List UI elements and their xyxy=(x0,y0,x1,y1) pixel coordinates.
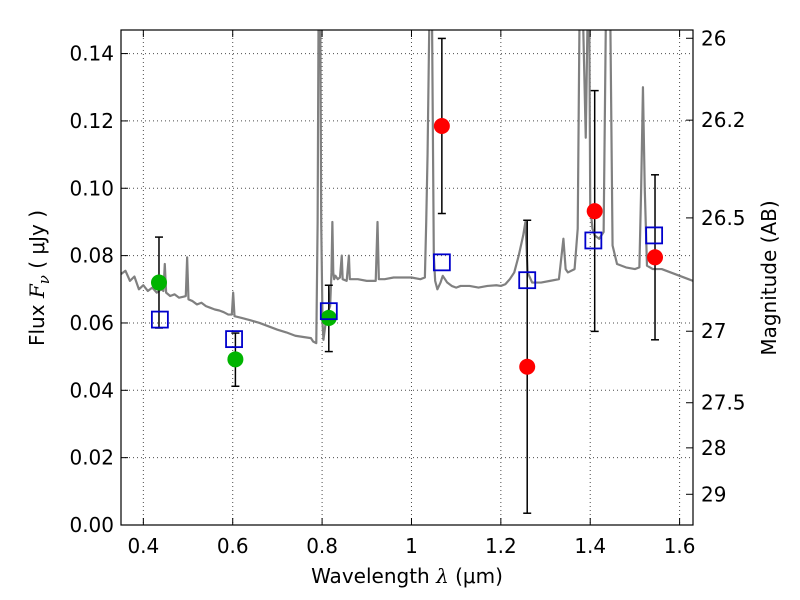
model-photometry-squares xyxy=(150,226,664,349)
y-tick-label: 0.04 xyxy=(69,378,114,402)
lambda-symbol: λ xyxy=(435,564,449,588)
data-point xyxy=(647,249,664,266)
y2-tick-labels: 26 26.2 26.5 27 27.5 28 29 xyxy=(701,26,746,506)
model-square xyxy=(432,253,451,272)
x-tick-label: 0.6 xyxy=(217,534,249,558)
y-tick-label: 0.00 xyxy=(69,513,114,537)
model-square xyxy=(225,330,243,349)
y2-tick-label: 29 xyxy=(701,482,726,506)
model-square xyxy=(319,302,338,321)
x-tick-label: 1.4 xyxy=(574,534,606,558)
data-point xyxy=(227,351,244,368)
x-axis-label: Wavelength λ (μm) xyxy=(311,564,503,588)
y2-tick-label: 26.2 xyxy=(701,108,746,132)
y2-tick-label: 26 xyxy=(701,26,726,50)
y2-axis-label: Magnitude (AB) xyxy=(757,200,781,355)
y-tick-label: 0.08 xyxy=(69,244,114,268)
y-tick-label: 0.10 xyxy=(69,176,114,200)
model-spectrum-line xyxy=(121,30,693,345)
x-tick-label: 1.2 xyxy=(485,534,517,558)
model-square xyxy=(645,226,664,245)
data-point xyxy=(320,309,337,326)
nu-subscript: ν xyxy=(35,275,53,284)
model-square xyxy=(518,271,537,290)
error-bars xyxy=(154,37,660,514)
y2-tick-label: 26.5 xyxy=(701,206,746,230)
y2-tick-label: 27 xyxy=(701,319,726,343)
data-point xyxy=(586,203,603,220)
y-tick-labels: 0.00 0.02 0.04 0.06 0.08 0.10 0.12 0.14 xyxy=(69,42,114,537)
x-tick-label: 1.6 xyxy=(664,534,696,558)
model-square xyxy=(150,310,169,329)
model-square xyxy=(584,231,603,250)
y2-tick-label: 27.5 xyxy=(701,391,746,415)
data-points xyxy=(150,117,664,375)
plot-frame xyxy=(120,29,694,526)
axis-ticks xyxy=(121,30,693,526)
x-tick-labels: 0.4 0.6 0.8 1 1.2 1.4 1.6 xyxy=(127,534,695,558)
y-tick-label: 0.02 xyxy=(69,446,114,470)
y-tick-label: 0.14 xyxy=(69,42,114,66)
x-tick-label: 1 xyxy=(405,534,418,558)
y-axis-label: Flux Fν ( μJy ) xyxy=(25,210,53,346)
flux-symbol: F xyxy=(25,283,49,299)
x-tick-label: 0.4 xyxy=(127,534,159,558)
data-point xyxy=(150,274,167,291)
y-tick-label: 0.06 xyxy=(69,311,114,335)
data-point xyxy=(519,358,536,375)
data-point xyxy=(433,117,450,134)
x-tick-label: 0.8 xyxy=(306,534,338,558)
y-tick-label: 0.12 xyxy=(69,109,114,133)
y2-tick-label: 28 xyxy=(701,436,726,460)
